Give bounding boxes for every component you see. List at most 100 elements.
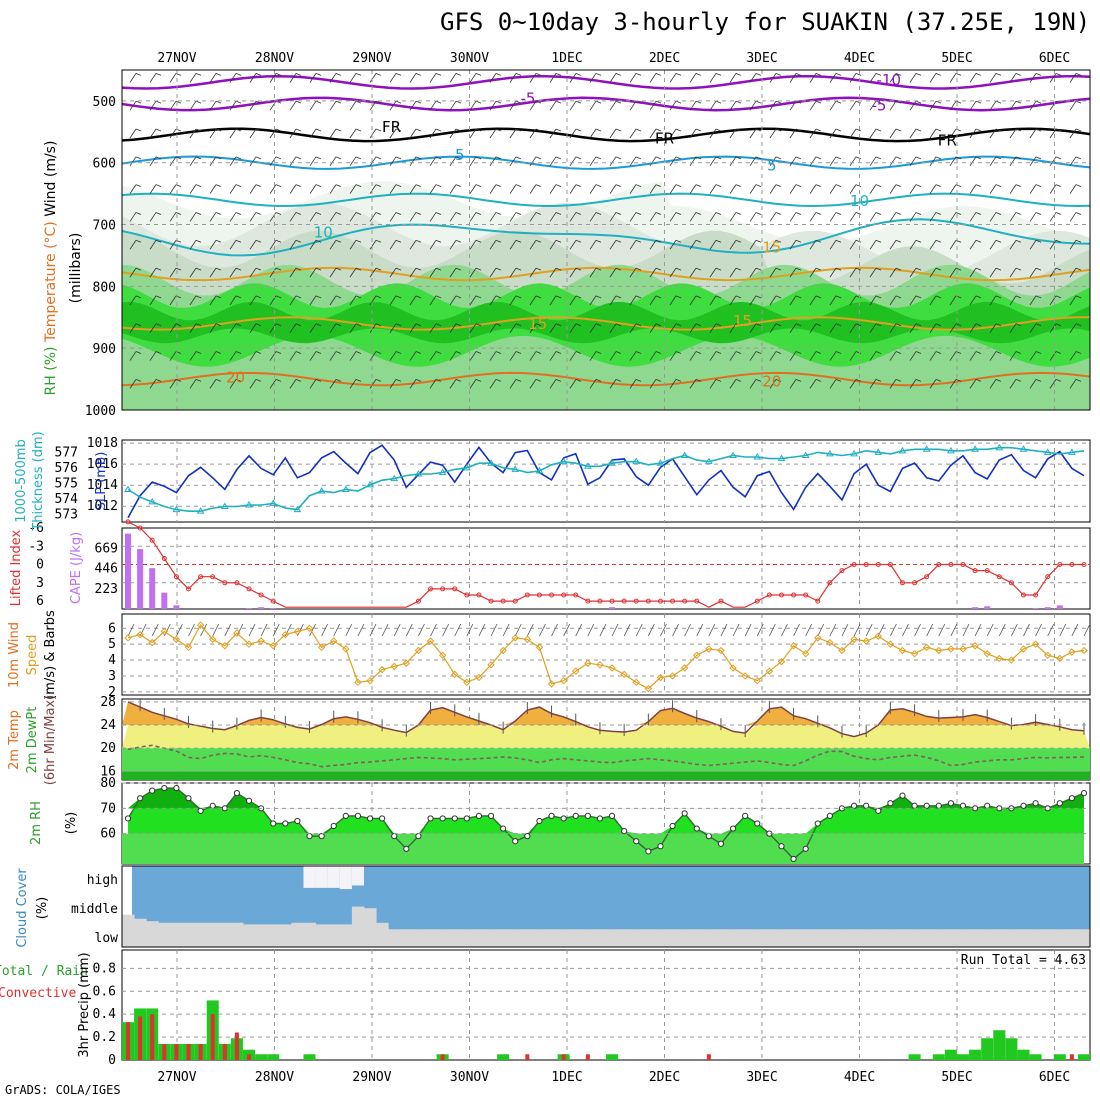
wind-barb — [509, 128, 517, 139]
wind-barb — [345, 623, 353, 637]
precip-total-bar — [993, 1030, 1006, 1060]
wind-barb — [189, 73, 197, 83]
wind-barb — [589, 267, 597, 278]
wind-barb-flag — [415, 156, 422, 160]
cloud-ylabel: Cloud Cover — [15, 868, 30, 948]
wind-barb-flag — [515, 239, 522, 243]
wind-barb — [909, 267, 917, 278]
wind-barb-flag — [755, 323, 762, 327]
li-point — [464, 592, 470, 598]
wind-barb — [509, 212, 517, 222]
wind-barb-flag — [495, 100, 502, 104]
li-point — [210, 574, 216, 580]
date-top: 6DEC — [1039, 51, 1070, 66]
wind-barb — [349, 351, 357, 361]
wind-barb — [749, 295, 757, 306]
wind-barb — [769, 323, 777, 333]
wind-barb-flag — [535, 323, 542, 327]
wind-barb — [609, 212, 617, 222]
wind-barb — [269, 184, 277, 194]
cloud-low-bar — [787, 929, 801, 947]
wind-barb — [129, 267, 137, 278]
temp-line — [127, 701, 1085, 738]
wind-speed-point — [172, 635, 181, 644]
cloud-low-bar — [944, 929, 958, 947]
wind-barb — [129, 323, 137, 333]
wind-speed-point — [850, 635, 858, 644]
wind-barb — [869, 100, 877, 111]
wind-barb-flag — [435, 72, 442, 76]
wind-barb-flag — [375, 156, 382, 160]
wind-barb — [489, 184, 497, 194]
wind-barb — [949, 323, 957, 333]
wind-barb-flag — [835, 239, 842, 243]
wind-barb-flag — [595, 267, 602, 271]
wind-barb — [749, 184, 757, 194]
date-top: 28NOV — [255, 51, 294, 66]
cloud-low-bar — [1065, 929, 1079, 947]
cloud-low-bar — [146, 921, 159, 947]
wind-barb-flag — [775, 184, 782, 188]
wind-barb-flag — [135, 212, 142, 215]
rh-point — [512, 838, 519, 845]
date-top: 3DEC — [746, 51, 777, 66]
temp-ylabel1-part: 2m Temp — [7, 710, 22, 770]
wind-barb-flag — [215, 212, 222, 215]
wind-barb — [449, 240, 457, 250]
cloud-high-gap — [315, 866, 328, 888]
wind-barb — [1069, 100, 1077, 111]
wind-barb-flag — [735, 128, 742, 132]
li-point — [863, 562, 869, 568]
wind-barb-flag — [915, 239, 922, 243]
wind-barb-flag — [495, 323, 502, 327]
li-point — [161, 555, 167, 561]
li-point — [778, 592, 784, 598]
wind-barb — [989, 100, 997, 111]
wind-barb-flag — [915, 378, 922, 382]
wind-barb-flag — [1015, 156, 1022, 160]
precip-conv-bar — [247, 1054, 252, 1060]
wind-barb-flag — [1035, 239, 1042, 243]
wind-barb-flag — [915, 100, 922, 104]
wind-barb-flag — [515, 323, 522, 327]
wind-barb-flag — [895, 351, 902, 354]
wind-barb-flag — [395, 212, 402, 215]
wind-barb — [349, 267, 357, 278]
wind-barb-flag — [895, 267, 902, 271]
wind-barb — [629, 379, 637, 389]
wind-barb-flag — [375, 184, 382, 188]
wind-barb — [269, 73, 277, 83]
wind-barb — [489, 267, 497, 278]
precip-conv-bar — [234, 1032, 239, 1060]
wind-barb — [769, 184, 777, 194]
wind-barb — [224, 623, 232, 637]
wind-barb — [809, 267, 817, 278]
wind-barb — [289, 73, 297, 83]
li-point — [512, 598, 518, 604]
wind-barb-flag — [915, 295, 922, 299]
li-point — [948, 562, 954, 568]
wind-speed-point — [910, 649, 919, 658]
cloud-low-bar — [339, 924, 353, 947]
wind-barb — [929, 351, 937, 361]
wind-barb — [889, 184, 897, 194]
cape-ylabel: CAPE (J/kg) — [69, 532, 84, 604]
wind-barb — [149, 240, 157, 250]
wind-barb — [929, 267, 937, 278]
wind-barb-flag — [995, 267, 1002, 271]
rh-point — [633, 838, 640, 845]
wind-barb — [249, 379, 257, 389]
wind-barb — [569, 323, 577, 333]
rh-point — [1032, 800, 1039, 807]
wind-barb-flag — [555, 212, 562, 215]
wind-barb-flag — [455, 267, 462, 271]
wind-barb-flag — [515, 100, 522, 104]
wind-barb — [974, 623, 982, 637]
temp-ytick: 20 — [100, 741, 116, 756]
cloud-low-bar — [666, 929, 680, 947]
wind-barb — [409, 184, 417, 194]
ua-ylabel-units: (millibars) — [68, 233, 84, 304]
wind-barb — [599, 623, 607, 637]
wind-barb — [509, 184, 517, 194]
wind-barb — [729, 379, 737, 389]
